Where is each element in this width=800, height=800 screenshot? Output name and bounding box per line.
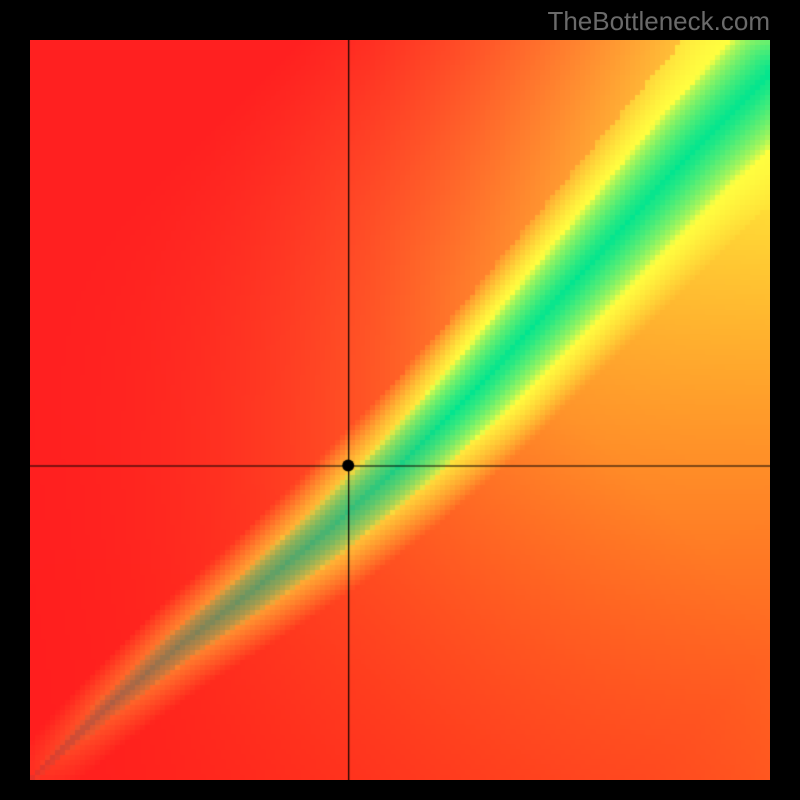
bottleneck-heatmap: [30, 40, 770, 780]
watermark-text: TheBottleneck.com: [547, 6, 770, 37]
chart-container: TheBottleneck.com: [0, 0, 800, 800]
